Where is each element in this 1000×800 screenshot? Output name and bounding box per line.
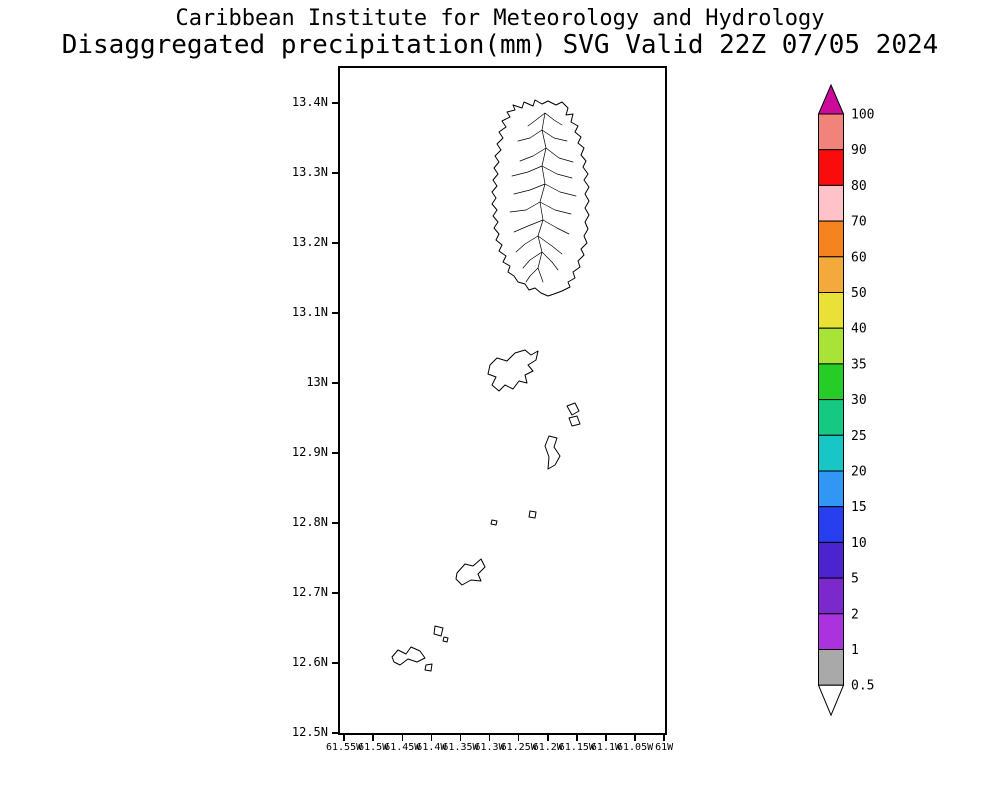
colorbar-label: 30 [851, 393, 867, 408]
colorbar-label: 25 [851, 429, 867, 444]
colorbar-band [818, 113, 844, 151]
colorbar-label: 60 [851, 250, 867, 265]
islet-savan [528, 510, 537, 519]
colorbar-band [818, 220, 844, 258]
st-vincent-coastline [491, 99, 590, 297]
lat-tick-label: 12.7N [291, 585, 328, 599]
colorbar-label: 20 [851, 465, 867, 480]
colorbar-band [818, 256, 844, 294]
lat-tick-label: 13N [306, 375, 328, 389]
lon-tick-label: 61.15W [558, 742, 595, 753]
map-svg [391, 99, 590, 672]
islet-petit-nevis [490, 519, 498, 526]
island-battowia [566, 402, 580, 416]
lat-tick-label: 13.3N [291, 165, 328, 179]
lon-tick-label: 61.55W [326, 742, 363, 753]
lon-tick-label: 61.4W [416, 742, 447, 753]
colorbar-band [818, 470, 844, 508]
colorbar-label: 40 [851, 322, 867, 337]
colorbar-band [818, 434, 844, 472]
colorbar-bottom-arrow [817, 684, 845, 717]
colorbar-label: 10 [851, 536, 867, 551]
lat-tick-label: 12.5N [291, 725, 328, 739]
colorbar-band [818, 184, 844, 222]
colorbar-band [818, 613, 844, 650]
colorbar-label: 50 [851, 286, 867, 301]
colorbar-label: 1 [851, 643, 859, 658]
islet-tobago-cays [442, 636, 449, 643]
institute-title: Caribbean Institute for Meteorology and … [175, 6, 825, 31]
lon-tick-label: 61.25W [500, 742, 537, 753]
colorbar-label: 90 [851, 143, 867, 158]
colorbar-label: 2 [851, 607, 859, 622]
island-canouan [455, 558, 486, 586]
island-baliceaux [568, 415, 581, 427]
colorbar-band [818, 649, 844, 686]
colorbar-label: 100 [851, 108, 874, 123]
lat-tick-label: 12.6N [291, 655, 328, 669]
colorbar-band [818, 577, 844, 615]
colorbar-label: 35 [851, 357, 867, 372]
colorbar-label: 0.5 [851, 679, 874, 694]
lat-tick-label: 13.4N [291, 95, 328, 109]
island-mustique [544, 435, 561, 470]
island-union [391, 646, 426, 666]
colorbar-label: 80 [851, 179, 867, 194]
islet-palm-island [424, 663, 433, 672]
colorbar-band [818, 327, 844, 365]
colorbar-top-arrow [817, 83, 845, 115]
lon-tick-label: 61.3W [474, 742, 505, 753]
lat-tick-label: 13.1N [291, 305, 328, 319]
lat-tick-label: 13.2N [291, 235, 328, 249]
colorbar-band [818, 506, 844, 543]
colorbar-band [818, 149, 844, 186]
lon-tick-label: 61.1W [590, 742, 622, 753]
colorbar-legend: 100 90 80 70 60 50 40 35 30 25 20 15 10 5 2 1 0.5 [817, 83, 874, 717]
lon-tick-label: 61.05W [617, 742, 654, 753]
colorbar-band [818, 363, 844, 401]
island-mayreau [433, 625, 444, 637]
product-title: Disaggregated precipitation(mm) SVG Vali… [61, 30, 939, 60]
lat-tick-label: 12.8N [291, 515, 328, 529]
colorbar-label: 15 [851, 500, 867, 515]
lon-tick-label: 61.5W [358, 742, 389, 753]
lon-tick-label: 61.45W [384, 742, 421, 753]
colorbar-label: 5 [851, 572, 859, 587]
island-st-vincent [491, 99, 590, 297]
st-vincent-river-network [509, 112, 577, 283]
colorbar-band [818, 399, 844, 436]
lon-tick-label: 61W [655, 742, 674, 753]
island-bequia [487, 349, 539, 392]
lon-tick-label: 61.2W [532, 742, 563, 753]
colorbar-label: 70 [851, 215, 867, 230]
colorbar-band [818, 292, 844, 329]
map-frame [338, 66, 667, 735]
lat-tick-label: 12.9N [291, 445, 328, 459]
colorbar-band [818, 541, 844, 579]
lon-tick-label: 61.35W [442, 742, 479, 753]
